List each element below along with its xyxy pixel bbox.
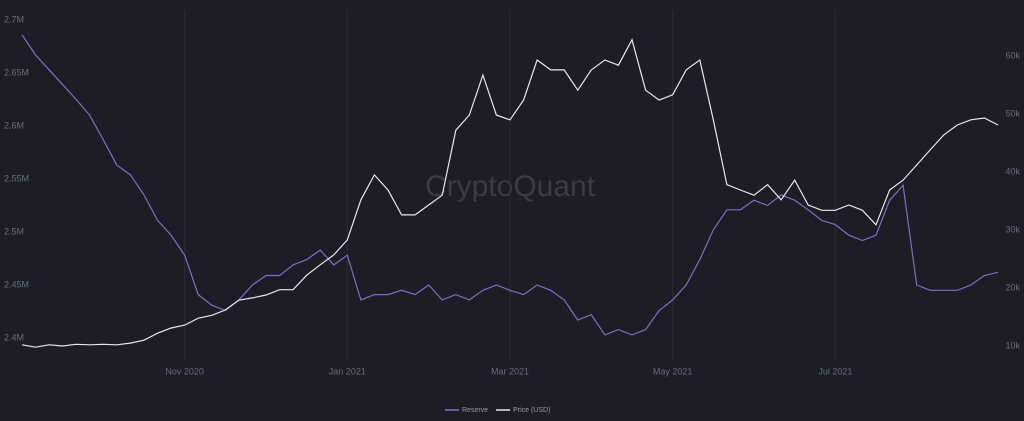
y2-tick-label: 60k [1005, 50, 1020, 60]
y2-tick-label: 30k [1005, 224, 1020, 234]
y2-tick-label: 20k [1005, 282, 1020, 292]
x-tick-label: Mar 2021 [491, 366, 529, 376]
y2-tick-label: 40k [1005, 166, 1020, 176]
legend-label: Reserve [462, 407, 488, 414]
y2-tick-label: 10k [1005, 340, 1020, 350]
y2-tick-label: 50k [1005, 108, 1020, 118]
y-tick-label: 2.55M [4, 173, 29, 183]
x-tick-label: Nov 2020 [165, 366, 204, 376]
series-line [21, 34, 999, 336]
x-tick-label: Jan 2021 [329, 366, 366, 376]
y-tick-label: 2.6M [4, 120, 24, 130]
y-tick-label: 2.65M [4, 67, 29, 77]
legend-label: Price (USD) [513, 407, 550, 414]
series-line [21, 38, 999, 348]
y-tick-label: 2.5M [4, 226, 24, 236]
x-tick-label: Jul 2021 [818, 366, 852, 376]
y-tick-label: 2.7M [4, 14, 24, 24]
x-tick-label: May 2021 [653, 366, 693, 376]
y-tick-label: 2.4M [4, 332, 24, 342]
y-tick-label: 2.45M [4, 279, 29, 289]
